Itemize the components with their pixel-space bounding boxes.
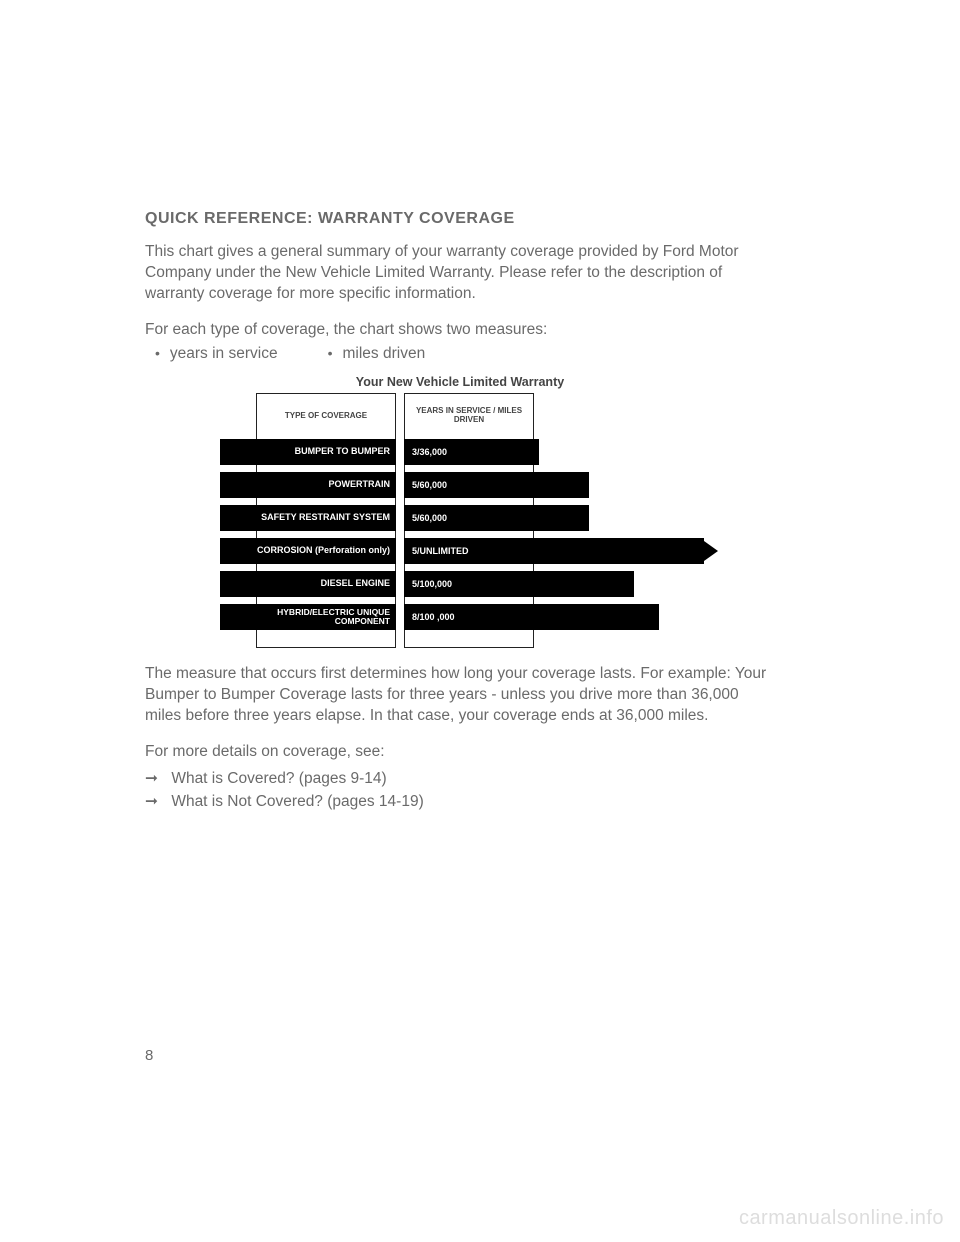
page-number: 8 <box>145 1047 153 1064</box>
chart-area: TYPE OF COVERAGEYEARS IN SERVICE / MILES… <box>220 393 700 650</box>
unlimited-arrow-icon <box>704 541 718 561</box>
document-page: QUICK REFERENCE: WARRANTY COVERAGE This … <box>0 0 960 811</box>
coverage-value-bar: 5/60,000 <box>404 505 589 531</box>
coverage-type-bar: CORROSION (Perforation only) <box>220 538 396 564</box>
arrow-right-icon: ➞ <box>145 792 167 811</box>
coverage-type-bar: HYBRID/ELECTRIC UNIQUE COMPONENT <box>220 604 396 630</box>
coverage-value-bar: 5/60,000 <box>404 472 589 498</box>
chart-left-footer <box>256 630 396 648</box>
details-lead: For more details on coverage, see: <box>145 743 775 761</box>
link-not-covered-text: What is Not Covered? (pages 14-19) <box>171 793 423 810</box>
chart-right-footer <box>404 630 534 648</box>
coverage-type-bar: POWERTRAIN <box>220 472 396 498</box>
chart-left-frame <box>256 439 396 630</box>
explain-paragraph: The measure that occurs first determines… <box>145 664 775 727</box>
coverage-value-bar: 5/100,000 <box>404 571 634 597</box>
coverage-type-bar: SAFETY RESTRAINT SYSTEM <box>220 505 396 531</box>
chart-title: Your New Vehicle Limited Warranty <box>220 375 700 389</box>
page-heading: QUICK REFERENCE: WARRANTY COVERAGE <box>145 210 775 228</box>
measures-lead: For each type of coverage, the chart sho… <box>145 321 775 339</box>
link-covered: ➞ What is Covered? (pages 9-14) <box>145 769 775 788</box>
coverage-value-bar: 3/36,000 <box>404 439 539 465</box>
warranty-chart: Your New Vehicle Limited Warranty TYPE O… <box>220 375 700 650</box>
link-not-covered: ➞ What is Not Covered? (pages 14-19) <box>145 792 775 811</box>
watermark-text: carmanualsonline.info <box>739 1207 944 1230</box>
coverage-type-bar: DIESEL ENGINE <box>220 571 396 597</box>
chart-header-type: TYPE OF COVERAGE <box>256 393 396 439</box>
bullet-miles: miles driven <box>328 345 426 363</box>
coverage-value-bar: 5/UNLIMITED <box>404 538 704 564</box>
chart-header-years: YEARS IN SERVICE / MILES DRIVEN <box>404 393 534 439</box>
link-covered-text: What is Covered? (pages 9-14) <box>171 770 386 787</box>
coverage-value-bar: 8/100 ,000 <box>404 604 659 630</box>
intro-paragraph: This chart gives a general summary of yo… <box>145 242 775 305</box>
arrow-right-icon: ➞ <box>145 769 167 788</box>
bullet-years: years in service <box>155 345 278 363</box>
chart-right-frame <box>404 439 534 630</box>
measures-bullets: years in service miles driven <box>155 345 775 363</box>
coverage-type-bar: BUMPER TO BUMPER <box>220 439 396 465</box>
